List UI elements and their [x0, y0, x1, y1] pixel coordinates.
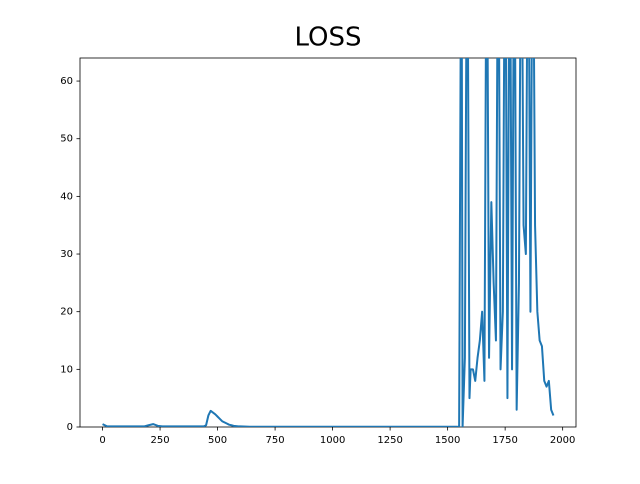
x-tick-label: 2000	[550, 435, 575, 446]
x-tick-label: 0	[99, 435, 105, 446]
x-tick-label: 1500	[435, 435, 460, 446]
x-tick-label: 1000	[320, 435, 345, 446]
y-tick-label: 60	[60, 76, 73, 87]
y-tick-label: 50	[60, 134, 73, 145]
x-tick-label: 250	[151, 435, 170, 446]
x-tick-label: 1250	[377, 435, 402, 446]
chart-title: LOSS	[294, 23, 361, 53]
y-tick-label: 0	[67, 422, 73, 433]
line	[102, 58, 555, 427]
x-tick-label: 1750	[492, 435, 517, 446]
y-tick-label: 40	[60, 191, 73, 202]
y-tick-label: 20	[60, 307, 73, 318]
x-tick-label: 750	[266, 435, 285, 446]
x-tick-label: 500	[208, 435, 227, 446]
y-tick-label: 10	[60, 364, 73, 375]
y-tick-label: 30	[60, 249, 73, 260]
